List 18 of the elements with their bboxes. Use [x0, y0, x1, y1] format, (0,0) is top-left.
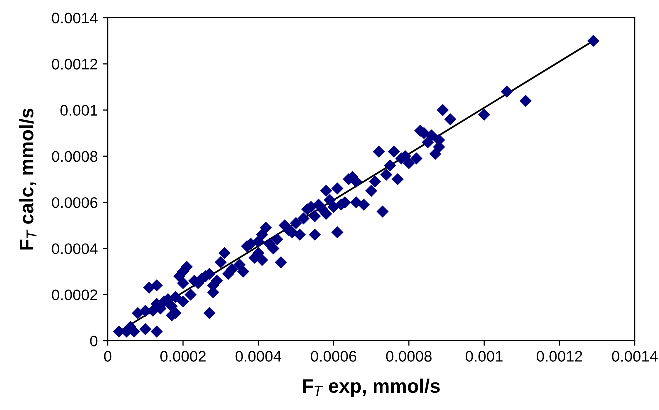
y-tick-label: 0.001 [60, 105, 98, 116]
x-tick-label: 0.0002 [160, 351, 206, 362]
x-tick-label: 0.0008 [386, 351, 432, 362]
x-tick-label: 0 [104, 351, 112, 362]
y-axis-title: F$_{T}$ calc, mmol/s [19, 108, 37, 250]
x-tick-label: 0.0006 [311, 351, 357, 362]
x-tick-label: 0.0004 [236, 351, 282, 362]
x-tick-label: 0.0014 [612, 351, 658, 362]
y-tick-label: 0.0008 [52, 151, 98, 162]
y-tick-label: 0.0012 [52, 59, 98, 70]
x-tick-label: 0.0012 [536, 351, 582, 362]
y-tick-label: 0.0004 [52, 244, 98, 254]
x-tick-label: 0.001 [466, 351, 503, 362]
y-tick-label: 0.0002 [52, 290, 98, 301]
y-tick-label: 0 [90, 336, 98, 347]
x-axis-title: F$_{T}$ exp, mmol/s [303, 378, 440, 397]
y-tick-label: 0.0006 [52, 197, 98, 208]
y-tick-label: 0.0014 [52, 12, 98, 24]
